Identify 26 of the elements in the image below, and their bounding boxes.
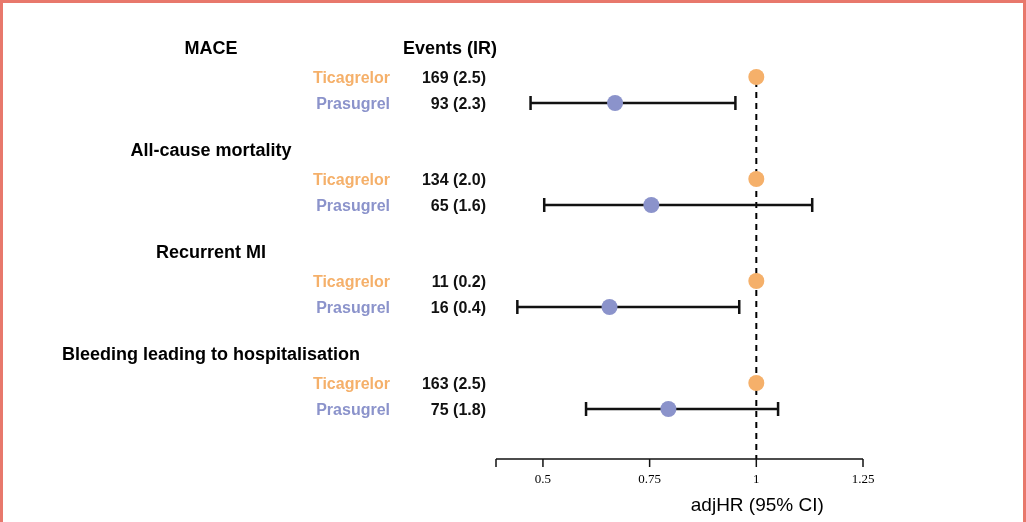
y-tick-label: Prasugrel — [316, 197, 390, 214]
text: All-cause mortality — [130, 140, 292, 160]
data-label: 169 (2.5) — [421, 69, 486, 86]
data-label: 163 (2.5) — [421, 375, 486, 392]
y-tick-label: Ticagrelor — [312, 69, 390, 86]
text: Bleeding leading to hospitalisation — [61, 344, 361, 364]
y-tick-label: Ticagrelor — [312, 273, 390, 290]
y-tick-label: Prasugrel — [316, 95, 390, 112]
x-tick-label: 0.5 — [534, 471, 552, 486]
y-tick-label: Ticagrelor — [312, 171, 390, 188]
x-tick-label: 1 — [753, 471, 760, 486]
data-label: 75 (1.8) — [430, 401, 486, 418]
x-axis-title: adjHR (95% CI) — [690, 494, 824, 515]
y-tick-label: Prasugrel — [316, 299, 390, 316]
data-label: 16 (0.4) — [430, 299, 486, 316]
text: Recurrent MI — [155, 242, 267, 262]
data-label: 11 (0.2) — [431, 273, 486, 290]
y-tick-label: Ticagrelor — [312, 375, 390, 392]
text: Events (IR) — [402, 38, 498, 58]
y-tick-label: Prasugrel — [316, 401, 390, 418]
data-label: 93 (2.3) — [430, 95, 486, 112]
text: MACE — [184, 38, 238, 58]
data-label: 65 (1.6) — [430, 197, 486, 214]
data-label: 134 (2.0) — [421, 171, 486, 188]
x-tick-label: 0.75 — [638, 471, 661, 486]
x-tick-label: 1.25 — [851, 471, 875, 486]
